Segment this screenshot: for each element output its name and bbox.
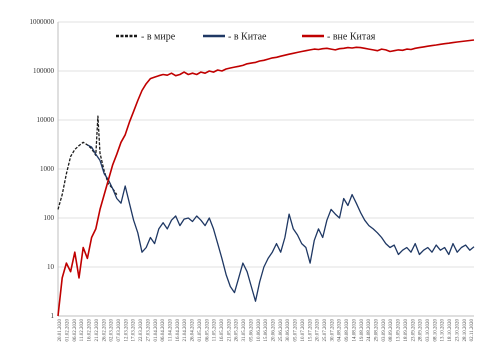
y-tick-label: 10000 bbox=[37, 116, 55, 124]
x-tick-label: 18.09.2020 bbox=[404, 319, 409, 342]
x-tick-label: 09.08.2020 bbox=[345, 319, 350, 342]
x-tick-label: 15.07.2020 bbox=[308, 319, 313, 342]
x-tick-label: 08.10.2020 bbox=[433, 319, 438, 342]
y-axis-ticks: 1 10 100 1000 10000 100000 1000000 bbox=[30, 18, 55, 320]
series-line-2 bbox=[57, 39, 475, 317]
x-tick-label: 03.09.2020 bbox=[382, 319, 387, 342]
x-tick-label: 22.03.2020 bbox=[139, 319, 144, 342]
x-tick-label: 23.09.2020 bbox=[411, 319, 416, 342]
x-tick-label: 27.03.2020 bbox=[146, 319, 151, 342]
x-tick-label: 14.08.2020 bbox=[352, 319, 357, 342]
x-tick-label: 02.11.2020 bbox=[470, 319, 475, 342]
x-tick-label: 05.06.2020 bbox=[249, 319, 254, 342]
x-tick-label: 21.04.2020 bbox=[183, 319, 188, 342]
x-tick-label: 15.06.2020 bbox=[264, 319, 269, 342]
x-tick-label: 21.05.2020 bbox=[227, 319, 232, 342]
y-tick-label: 100000 bbox=[33, 67, 55, 75]
y-tick-label: 1 bbox=[51, 312, 55, 320]
x-tick-label: 26.02.2020 bbox=[102, 319, 107, 342]
x-tick-label: 13.10.2020 bbox=[441, 319, 446, 342]
x-tick-label: 19.08.2020 bbox=[360, 319, 365, 342]
x-tick-label: 30.07.2020 bbox=[330, 319, 335, 342]
series-line-0 bbox=[57, 115, 118, 210]
x-tick-label: 24.08.2020 bbox=[367, 319, 372, 342]
x-tick-label: 01.05.2020 bbox=[198, 319, 203, 342]
x-tick-label: 01.02.2020 bbox=[65, 319, 70, 342]
x-tick-label: 29.08.2020 bbox=[374, 319, 379, 342]
x-tick-label: 30.06.2020 bbox=[286, 319, 291, 342]
legend-label: - в мире bbox=[141, 32, 176, 43]
y-tick-label: 1000 bbox=[40, 165, 55, 173]
legend-label: - в Китае bbox=[228, 32, 267, 43]
x-tick-label: 05.07.2020 bbox=[294, 319, 299, 342]
x-tick-label: 07.03.2020 bbox=[117, 319, 122, 342]
x-tick-label: 12.03.2020 bbox=[124, 319, 129, 342]
x-tick-label: 16.05.2020 bbox=[220, 319, 225, 342]
legend-label: - вне Китая bbox=[327, 32, 376, 43]
x-tick-label: 20.07.2020 bbox=[316, 319, 321, 342]
x-tick-label: 26.05.2020 bbox=[235, 319, 240, 342]
x-tick-label: 13.09.2020 bbox=[397, 319, 402, 342]
x-tick-label: 02.03.2020 bbox=[110, 319, 115, 342]
x-tick-label: 26.04.2020 bbox=[191, 319, 196, 342]
series-lines bbox=[57, 39, 475, 317]
x-tick-label: 16.02.2020 bbox=[88, 319, 93, 342]
x-tick-label: 28.09.2020 bbox=[419, 319, 424, 342]
x-tick-label: 17.03.2020 bbox=[132, 319, 137, 342]
x-tick-label: 20.06.2020 bbox=[271, 319, 276, 342]
x-tick-label: 31.05.2020 bbox=[242, 319, 247, 342]
x-tick-label: 18.10.2020 bbox=[448, 319, 453, 342]
x-tick-label: 06.02.2020 bbox=[73, 319, 78, 342]
x-tick-label: 23.10.2020 bbox=[455, 319, 460, 342]
x-tick-label: 10.07.2020 bbox=[301, 319, 306, 342]
x-tick-label: 11.02.2020 bbox=[80, 319, 85, 342]
y-tick-label: 100 bbox=[44, 214, 55, 222]
x-tick-label: 21.02.2020 bbox=[95, 319, 100, 342]
x-axis-ticks: 20.01.2020 01.02.2020 06.02.2020 11.02.2020… bbox=[58, 319, 475, 342]
x-tick-label: 06.05.2020 bbox=[205, 319, 210, 342]
x-tick-label: 11.05.2020 bbox=[213, 319, 218, 342]
legend: - в мире - в Китае - вне Китая bbox=[116, 32, 376, 43]
x-tick-label: 28.10.2020 bbox=[463, 319, 468, 342]
gridlines bbox=[57, 21, 474, 317]
x-tick-label: 06.04.2020 bbox=[161, 319, 166, 342]
x-tick-label: 10.06.2020 bbox=[257, 319, 262, 342]
x-tick-label: 20.01.2020 bbox=[58, 319, 63, 342]
series-line-1 bbox=[87, 144, 475, 302]
x-tick-label: 16.04.2020 bbox=[176, 319, 181, 342]
x-tick-label: 08.09.2020 bbox=[389, 319, 394, 342]
x-tick-label: 25.06.2020 bbox=[279, 319, 284, 342]
x-tick-label: 04.08.2020 bbox=[338, 319, 343, 342]
y-tick-label: 10 bbox=[47, 263, 55, 271]
x-tick-label: 01.04.2020 bbox=[154, 319, 159, 342]
y-tick-label: 1000000 bbox=[30, 18, 55, 26]
x-tick-label: 11.04.2020 bbox=[168, 319, 173, 342]
x-tick-label: 25.07.2020 bbox=[323, 319, 328, 342]
x-tick-label: 03.10.2020 bbox=[426, 319, 431, 342]
